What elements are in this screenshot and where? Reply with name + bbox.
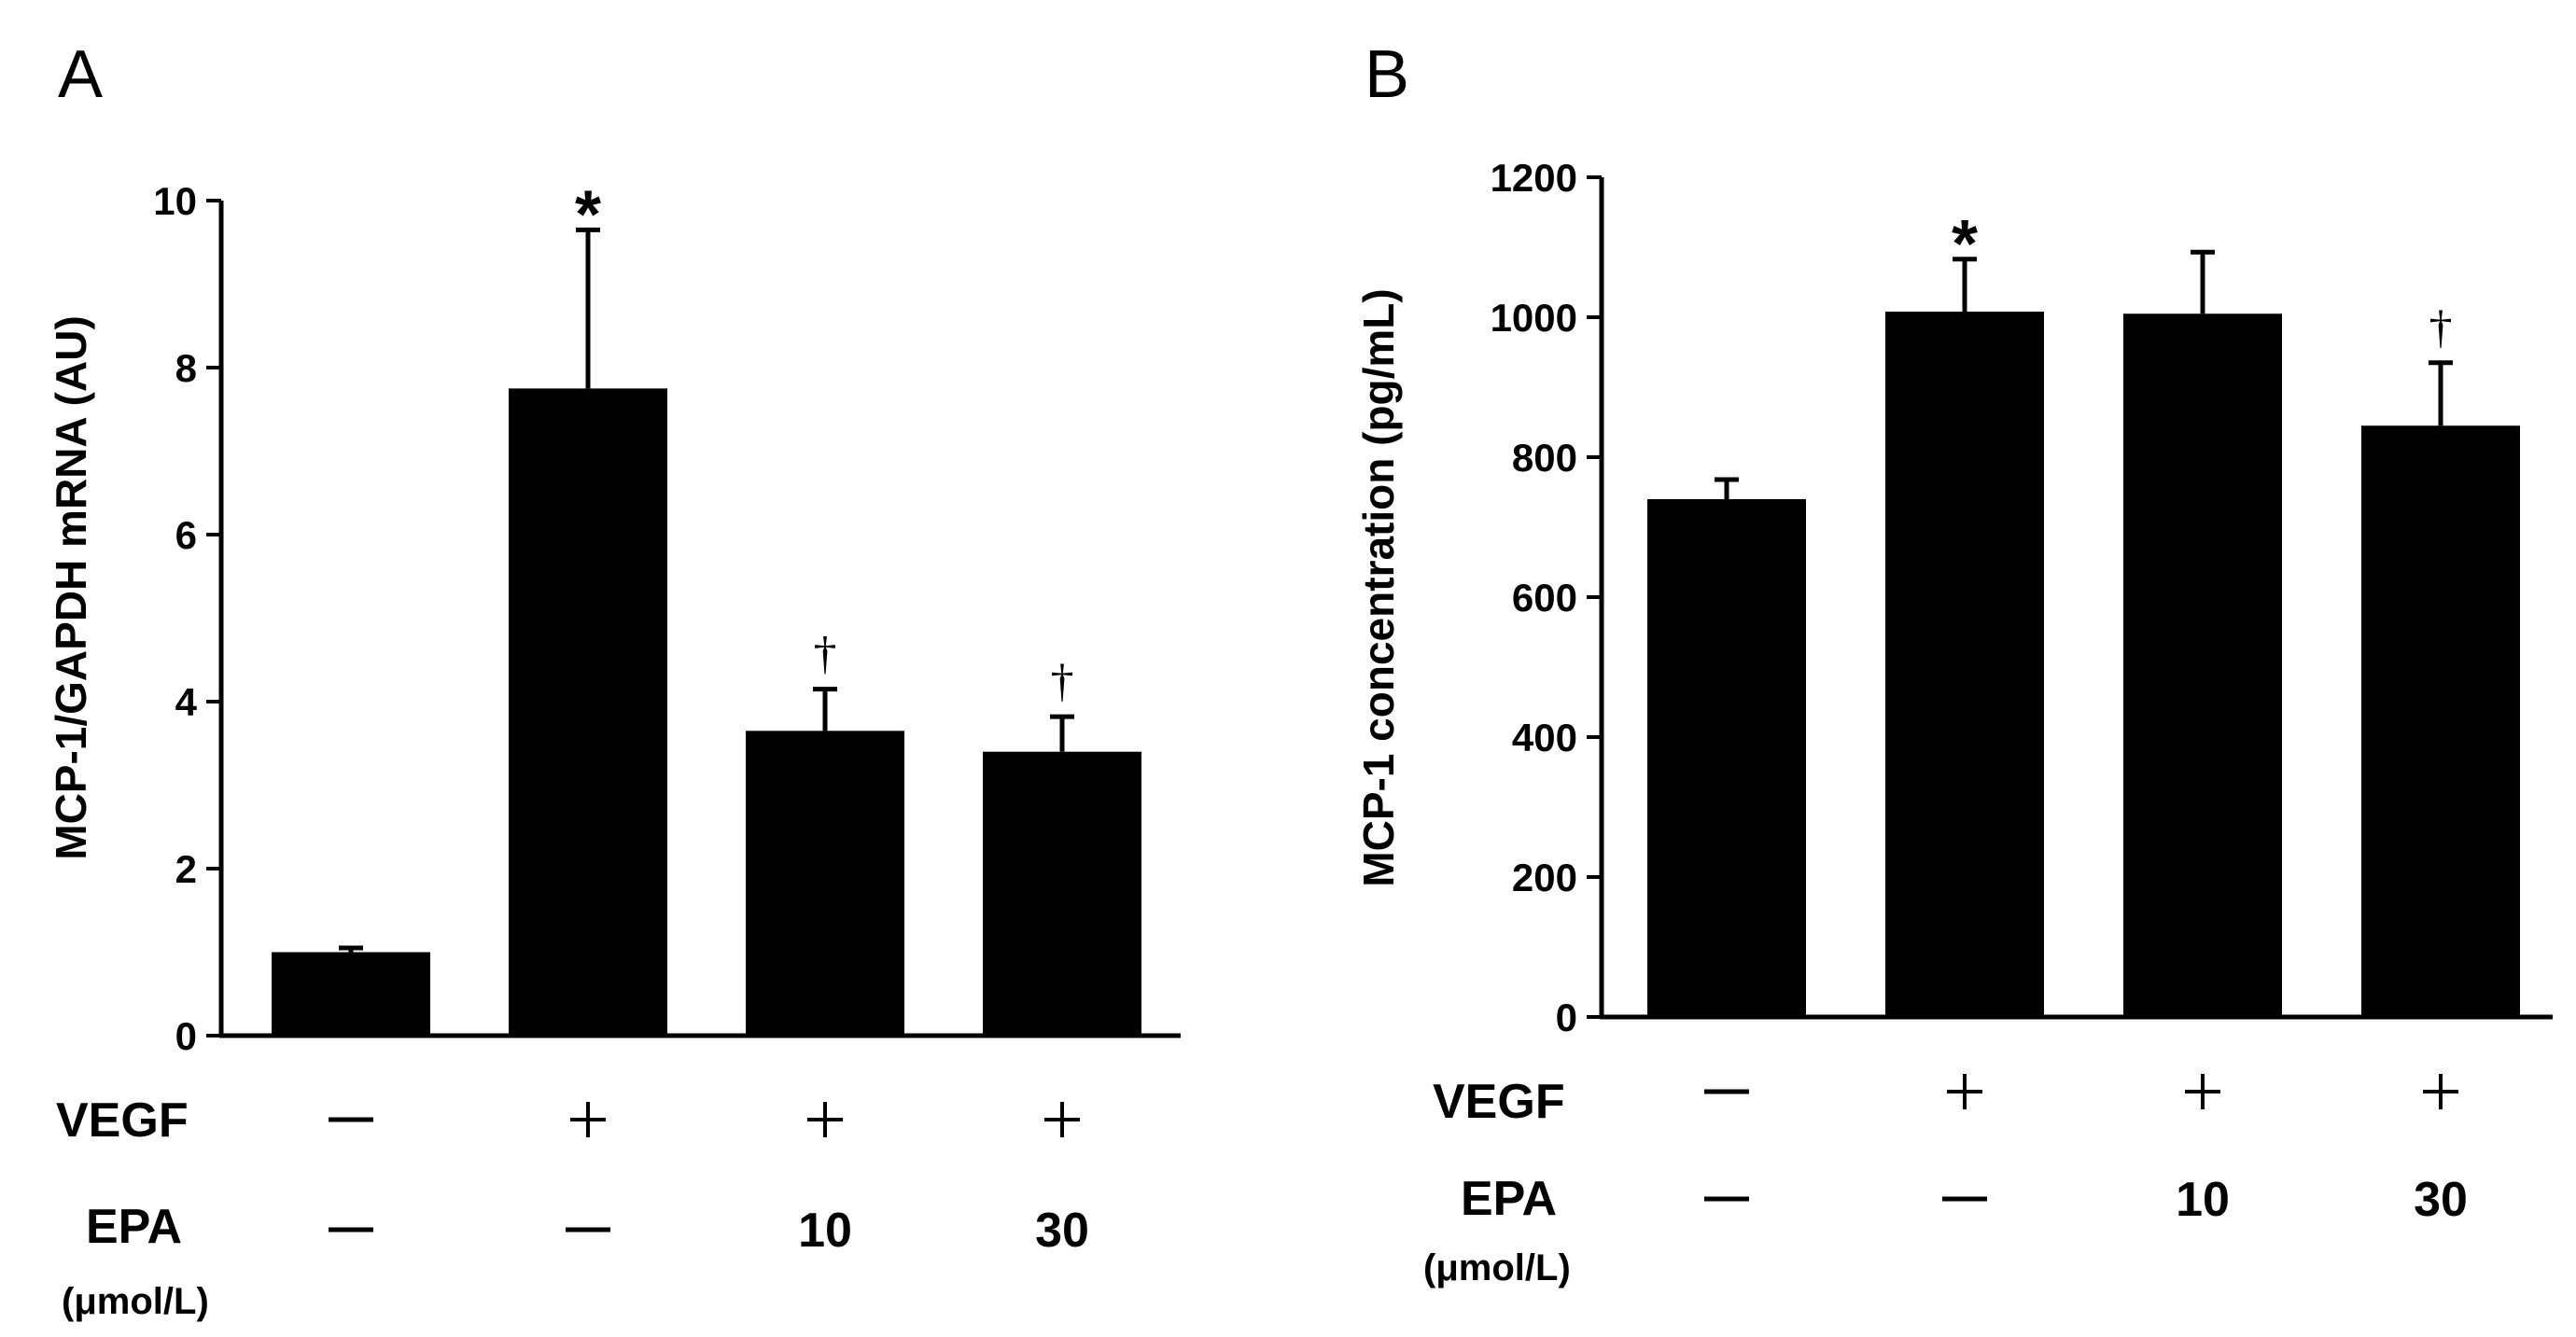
- minus-sign: —: [1942, 1196, 1987, 1202]
- panel-a-vegf-row-label: VEGF: [56, 1093, 189, 1148]
- panel-b-y-ticks: 0 200 400 600 800 1000 1200: [1491, 156, 1602, 1039]
- epa-dose-label: 30: [1035, 1204, 1089, 1258]
- bar: [1885, 312, 2044, 1017]
- significance-asterisk: *: [575, 177, 601, 252]
- minus-sign: —: [1704, 1089, 1749, 1094]
- panel-a-y-ticks: 0 2 4 6 8 10: [153, 179, 221, 1058]
- panel-b-bars: *†: [1647, 207, 2520, 1017]
- bar: [2123, 313, 2282, 1017]
- epa-dose-label: 10: [2176, 1173, 2230, 1227]
- bar: [272, 952, 430, 1036]
- y-tick-label: 200: [1512, 856, 1577, 899]
- epa-dose-label: 10: [798, 1204, 852, 1258]
- bar: [2361, 425, 2520, 1017]
- bar: [746, 731, 904, 1036]
- y-tick-label: 2: [175, 847, 197, 891]
- y-tick-label: 0: [1556, 996, 1577, 1039]
- epa-dose-label: 30: [2414, 1173, 2468, 1227]
- bar: [983, 751, 1141, 1036]
- panel-b-vegf-row-label: VEGF: [1433, 1075, 1565, 1129]
- plus-sign: +: [570, 1102, 606, 1137]
- panel-b-epa-unit: (μmol/L): [1423, 1247, 1571, 1288]
- minus-sign: —: [1704, 1196, 1749, 1202]
- significance-asterisk: *: [1952, 207, 1978, 282]
- y-tick-label: 600: [1512, 576, 1577, 620]
- panel-a-conditions: — + + + — — 10 30: [329, 1102, 1089, 1258]
- minus-sign: —: [329, 1227, 373, 1233]
- y-tick-label: 4: [175, 680, 198, 724]
- plus-sign: +: [2185, 1074, 2220, 1109]
- y-tick-label: 800: [1512, 436, 1577, 480]
- panel-b-epa-row-label: EPA: [1461, 1172, 1557, 1226]
- y-tick-label: 10: [153, 179, 197, 223]
- significance-dagger: †: [2429, 300, 2453, 353]
- panel-a-epa-unit: (μmol/L): [62, 1281, 209, 1322]
- y-tick-label: 1000: [1491, 296, 1577, 340]
- panel-b: B MCP-1 concentration (pg/mL) 0 200 400 600…: [1354, 37, 2553, 1288]
- plus-sign: +: [1947, 1074, 1982, 1109]
- minus-sign: —: [566, 1227, 610, 1233]
- significance-dagger: †: [814, 627, 837, 679]
- panel-b-letter: B: [1365, 37, 1409, 112]
- panel-a-bars: * † †: [272, 177, 1141, 1036]
- significance-dagger: †: [1051, 654, 1074, 706]
- plus-sign: +: [807, 1102, 843, 1137]
- bar: [509, 388, 667, 1036]
- y-tick-label: 1200: [1491, 156, 1577, 200]
- panel-b-conditions: — + + + — — 10 30: [1704, 1074, 2468, 1227]
- panel-b-y-axis-label: MCP-1 concentration (pg/mL): [1354, 288, 1403, 886]
- y-tick-label: 8: [175, 346, 197, 390]
- plus-sign: +: [1044, 1102, 1080, 1137]
- y-tick-label: 0: [175, 1014, 197, 1058]
- plus-sign: +: [2423, 1074, 2458, 1109]
- panel-a-letter: A: [58, 37, 103, 112]
- bar: [1647, 499, 1806, 1017]
- minus-sign: —: [329, 1117, 373, 1122]
- panel-a: A MCP-1/GAPDH mRNA (AU) 0 2 4 6 8 10 * † † VEGF…: [47, 37, 1181, 1322]
- y-tick-label: 6: [175, 513, 197, 557]
- panel-a-epa-row-label: EPA: [86, 1200, 182, 1254]
- y-tick-label: 400: [1512, 716, 1577, 759]
- panel-a-y-axis-label: MCP-1/GAPDH mRNA (AU): [47, 315, 95, 860]
